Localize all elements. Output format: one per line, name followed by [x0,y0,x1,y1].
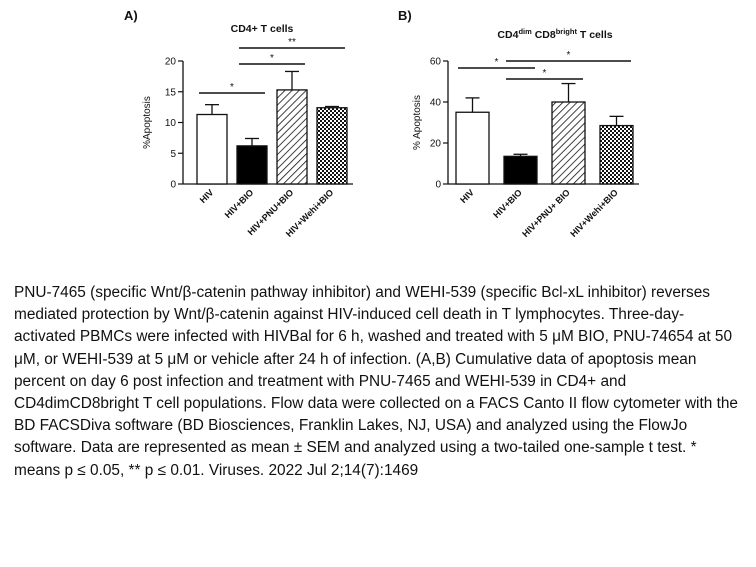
panel-label: B) [398,8,412,23]
figure-caption: PNU-7465 (specific Wnt/β-catenin pathway… [14,284,738,479]
significance-marker: * [567,50,571,61]
bar-4 [316,107,348,185]
y-tick-label: 20 [165,57,177,68]
significance-marker: ** [288,37,296,48]
y-axis-label: %Apoptosis [142,96,153,149]
panel-a-chart: A) CD4+ T cells 0 5 10 15 20 %Apoptosis HIV HIV+B… [124,8,353,239]
significance-marker: * [495,57,499,68]
bar-4 [599,124,634,185]
significance-marker: * [543,68,547,79]
y-tick-label: 10 [165,118,177,129]
y-tick-label: 60 [430,57,442,68]
bar-3 [276,89,308,185]
figure-panels: A) CD4+ T cells 0 5 10 15 20 %Apoptosis HIV HIV+B… [124,8,639,239]
x-category-label: HIV+Wehi+BIO [568,187,620,239]
bar-1 [455,111,490,185]
bar-2 [503,155,538,185]
y-tick-label: 5 [170,149,176,160]
chart-title: CD4dim CD8bright T cells [497,27,612,41]
bar-1 [196,113,228,185]
chart-title-part: CD4 [497,29,518,41]
bar-3 [551,101,586,185]
y-tick-label: 20 [430,139,442,150]
chart-title-part: CD8 [532,29,556,41]
panel-b-chart: B) CD4dim CD8bright T cells 0 20 40 60 % Apopt… [398,8,639,239]
bar-2 [236,145,268,185]
y-tick-label: 0 [435,180,441,191]
significance-marker: * [230,82,234,93]
chart-title-part: T cells [577,29,613,41]
y-tick-label: 0 [170,180,176,191]
chart-title-superscript: bright [556,27,578,36]
y-tick-label: 15 [165,87,177,98]
chart-title-superscript: dim [518,27,532,36]
chart-title: CD4+ T cells [231,23,294,35]
x-category-label: HIV [198,187,216,205]
y-axis-label: % Apoptosis [412,95,423,150]
x-category-label: HIV+PNU+ BIO [520,187,572,239]
x-category-label: HIV+BIO [223,187,256,220]
x-category-label: HIV [458,187,476,205]
significance-marker: * [270,53,274,64]
y-tick-label: 40 [430,98,442,109]
x-category-label: HIV+BIO [491,187,524,220]
panel-label: A) [124,8,138,23]
